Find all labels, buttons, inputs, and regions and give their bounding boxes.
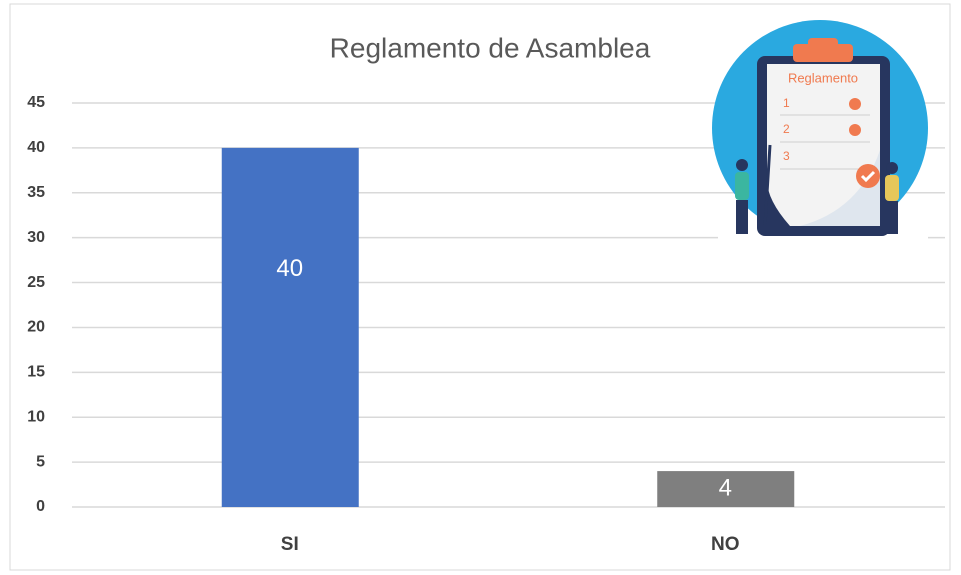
bar — [657, 471, 795, 507]
illustration-title: Reglamento — [788, 70, 858, 85]
person-legs — [736, 200, 748, 234]
chart-title: Reglamento de Asamblea — [330, 32, 651, 63]
person-legs — [886, 201, 898, 234]
illustration: Reglamento 1 2 3 — [712, 20, 928, 240]
person-head — [886, 162, 898, 174]
y-tick-label: 0 — [36, 498, 45, 515]
y-tick-label: 45 — [27, 94, 45, 111]
clip — [793, 44, 853, 62]
y-tick-label: 30 — [27, 229, 45, 246]
check-mark — [860, 170, 876, 183]
illustration-item: 2 — [783, 122, 790, 136]
data-label: 40 — [276, 255, 303, 282]
data-label: 4 — [719, 474, 732, 501]
y-tick-label: 40 — [27, 139, 45, 156]
y-tick-label: 15 — [27, 364, 45, 381]
y-tick-label: 10 — [27, 408, 45, 425]
x-tick-label: SI — [281, 534, 299, 555]
y-tick-label: 20 — [27, 319, 45, 336]
person-body — [885, 175, 899, 201]
clip-top — [808, 38, 838, 48]
check-icon — [849, 124, 861, 136]
illustration-item: 3 — [783, 149, 790, 163]
x-tick-label: NO — [711, 534, 740, 555]
check-icon — [849, 98, 861, 110]
person-body — [735, 172, 749, 200]
bar — [221, 147, 359, 507]
paper-fold — [800, 150, 880, 226]
illustration-item: 1 — [783, 96, 790, 110]
pencil — [763, 144, 772, 226]
person-head — [736, 159, 748, 171]
y-tick-label: 5 — [36, 453, 45, 470]
y-tick-label: 35 — [27, 184, 45, 201]
y-tick-label: 25 — [27, 274, 45, 291]
